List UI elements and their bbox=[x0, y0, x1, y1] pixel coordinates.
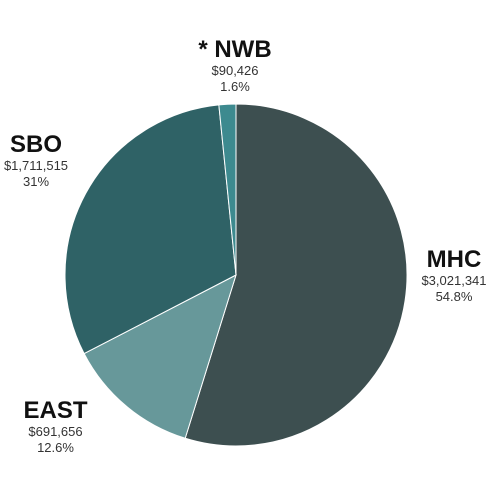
pie-slice-sbo bbox=[64, 104, 237, 355]
label-sbo-name: SBO bbox=[9, 131, 62, 158]
label-east-name: EAST bbox=[23, 397, 88, 424]
label-east-percent: 12.6% bbox=[37, 440, 74, 455]
label-nwb-amount: $90,426 bbox=[211, 63, 259, 78]
label-nwb-percent: 1.6% bbox=[220, 79, 250, 94]
pie-slice-east bbox=[83, 274, 237, 439]
label-mhc-amount: $3,021,341 bbox=[421, 273, 487, 288]
label-mhc-name: MHC bbox=[426, 246, 482, 273]
pie-slice-nwb bbox=[218, 103, 237, 276]
label-east: EAST $691,656 12.6% bbox=[8, 397, 103, 456]
label-sbo-amount: $1,711,515 bbox=[3, 158, 69, 173]
label-mhc: MHC $3,021,341 54.8% bbox=[408, 246, 500, 305]
pie-slice-mhc bbox=[184, 103, 408, 447]
label-mhc-percent: 54.8% bbox=[435, 289, 473, 304]
label-east-amount: $691,656 bbox=[28, 424, 83, 439]
label-sbo: SBO $1,711,515 31% bbox=[0, 131, 72, 190]
label-nwb: * NWB $90,426 1.6% bbox=[165, 36, 305, 95]
label-sbo-percent: 31% bbox=[22, 174, 50, 189]
label-nwb-name: * NWB bbox=[198, 36, 272, 63]
